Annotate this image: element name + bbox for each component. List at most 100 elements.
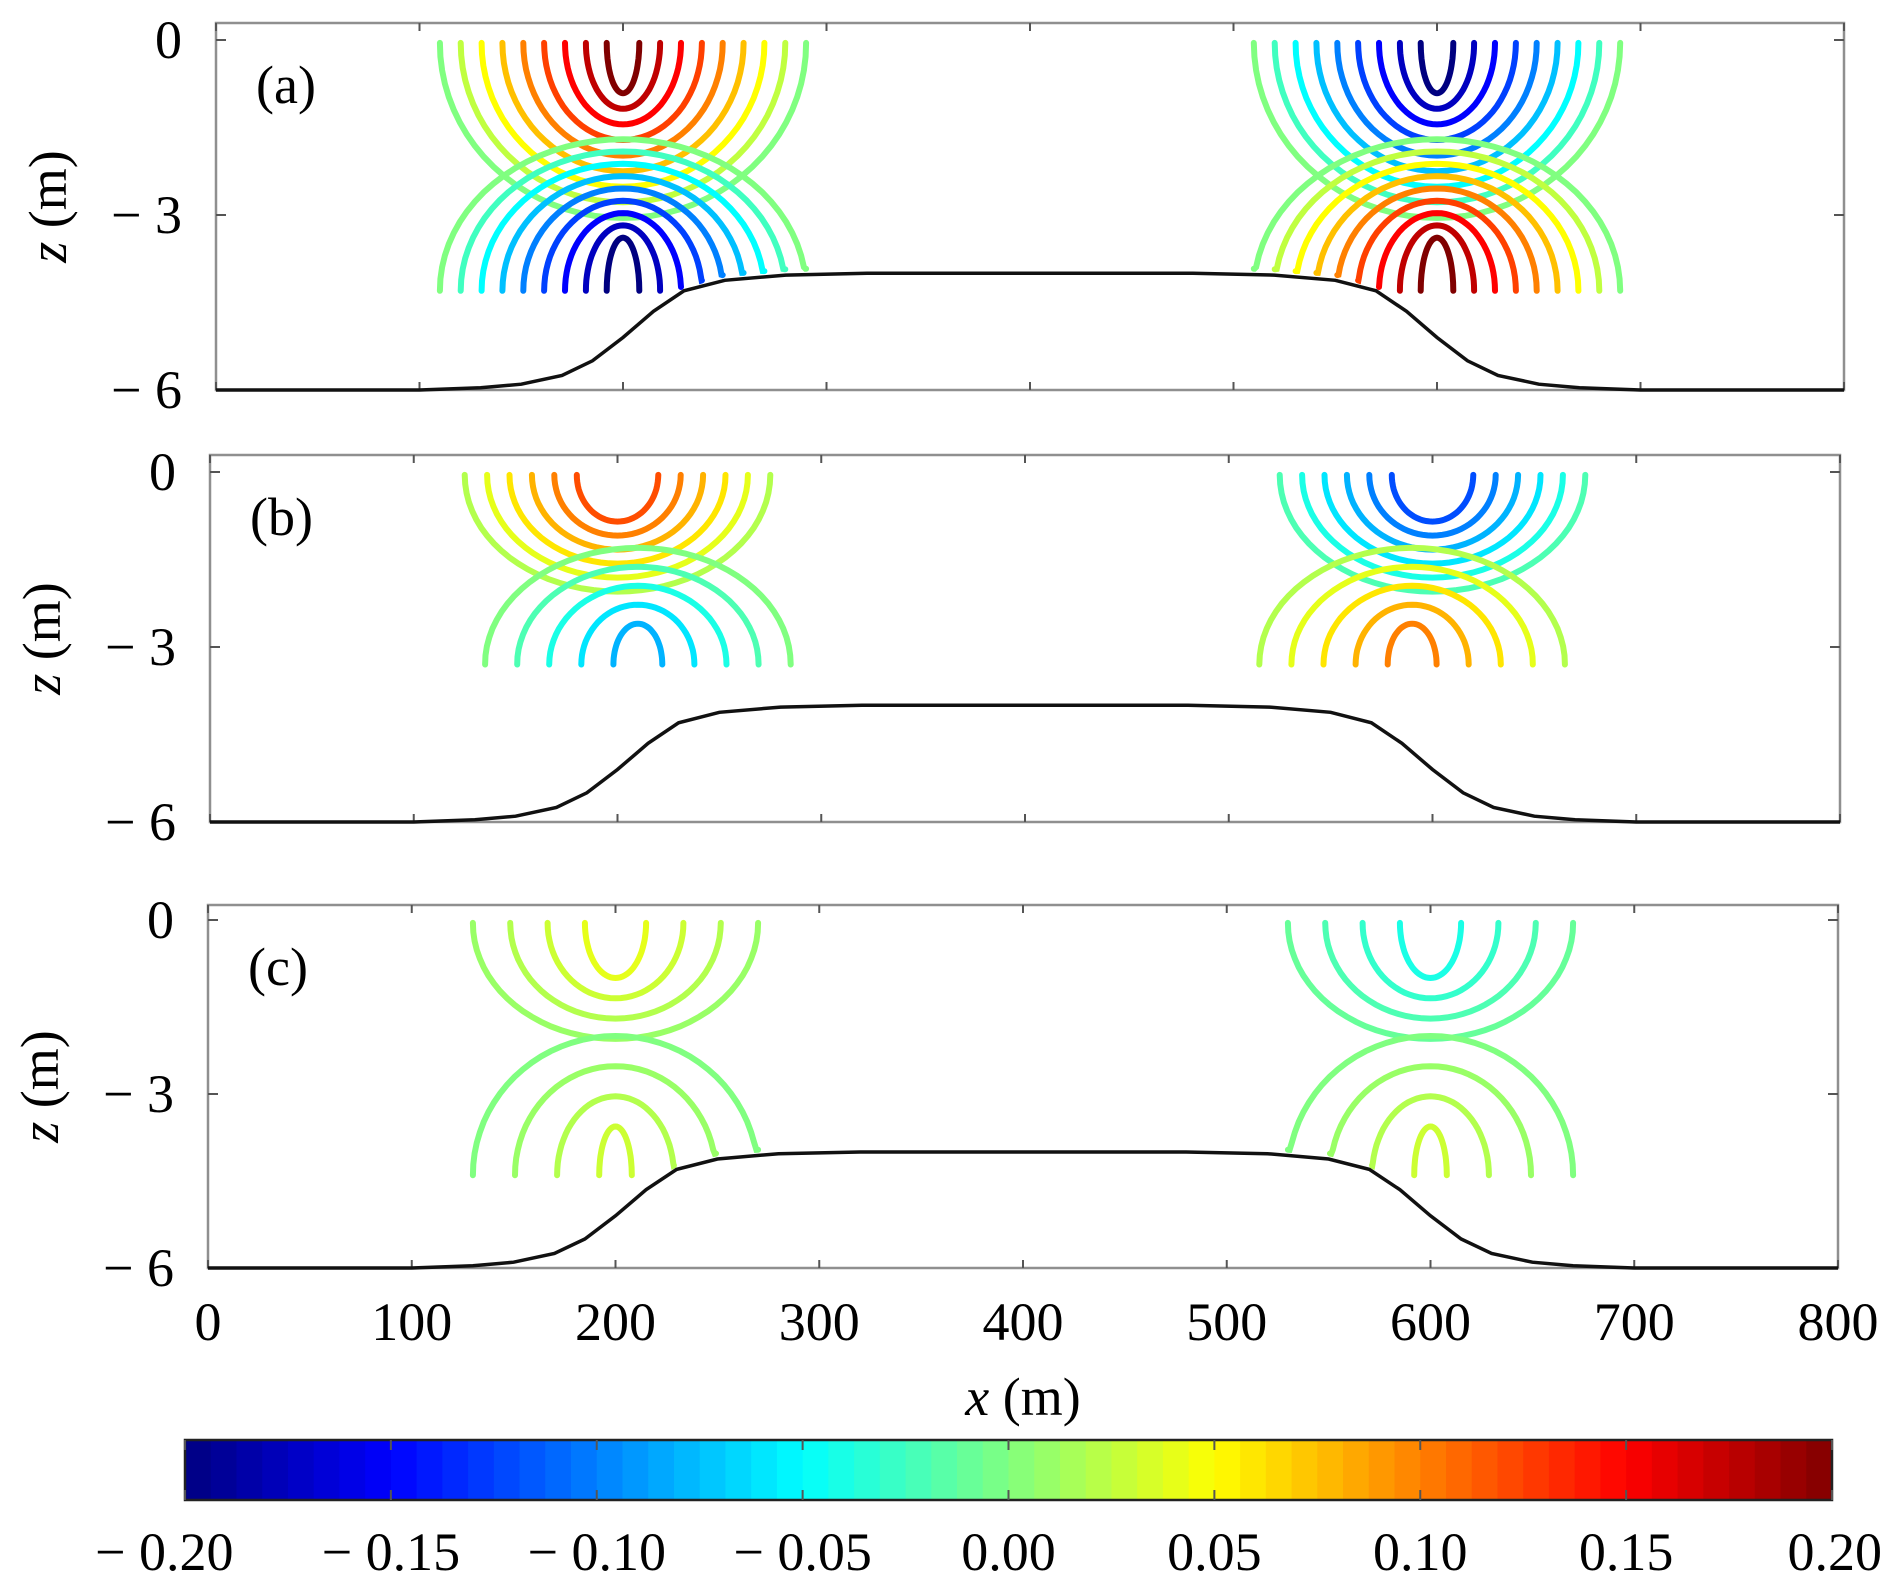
colorbar-swatch [442,1440,469,1500]
contour-line [499,39,747,175]
colorbar-swatch [339,1440,366,1500]
colorbar-swatch [725,1440,752,1500]
seabed-line [210,703,1840,824]
contour-line [573,471,662,525]
x-axis-title: x (m) [964,1367,1080,1427]
colorbar-tick-label: 0.05 [1167,1522,1262,1582]
colorbar-swatch [1471,1440,1499,1500]
contour-line [1369,1093,1492,1179]
x-tick-label: 400 [983,1292,1064,1352]
colorbar-tick-label: 0.00 [961,1522,1056,1582]
y-tick-label: 0 [155,10,182,70]
panel-label: (a) [256,55,316,115]
colorbar-swatch [1240,1440,1267,1500]
contour-line [1355,197,1519,294]
colorbar-swatch [751,1440,778,1500]
colorbar-swatch [1600,1440,1627,1500]
colorbar-tick-label: 0.10 [1373,1522,1468,1582]
y-tick-label: 0 [147,890,174,950]
colorbar-swatch [1729,1440,1756,1500]
colorbar-swatch [262,1440,289,1500]
contour-line [603,39,643,97]
colorbar-swatch [1291,1440,1318,1500]
colorbar-swatch [905,1440,932,1500]
panel-b: 0 − 3 − 6 z (m) (b) [12,442,1842,852]
colorbar-swatch [210,1440,238,1500]
colorbar-swatch [1677,1440,1704,1500]
colorbar-swatch [957,1440,984,1500]
contour-line [1250,136,1624,294]
contour-line [1276,471,1589,595]
colorbar-tick-label: − 0.10 [528,1522,666,1582]
colorbar-swatch [390,1440,418,1500]
contour-line [1327,1063,1534,1179]
contour-line [1271,148,1603,294]
contour-line [520,185,726,294]
colorbar-swatch [1162,1440,1190,1500]
colorbar-swatch [519,1440,546,1500]
seabed-line [216,271,1844,392]
panels: 0 − 3 − 6 z (m) (a) 0 − 3 − 6 z (m) (b) 0 − 3 − 6 z (… [10,10,1846,1298]
colorbar-swatch [1497,1440,1524,1500]
contour-group-bottom-600 [1284,1032,1577,1179]
y-axis-unit: (m) [12,582,72,673]
colorbar-swatch [699,1440,727,1500]
contour-line [1376,210,1498,294]
contour-line [1352,601,1472,668]
x-axis: 0 100 200 300 400 500 600 700 800 x (m) [195,1292,1879,1427]
colorbar-swatch [1626,1440,1653,1500]
colorbar-swatch [1059,1440,1087,1500]
seabed-line [208,1150,1838,1270]
y-tick-label: − 6 [105,792,176,852]
x-tick-label: 200 [575,1292,656,1352]
contour-line [1334,39,1540,159]
contour-line [562,210,684,294]
colorbar-swatch [931,1440,958,1500]
y-axis-title: z (m) [12,582,72,695]
panel-frame [208,453,1842,824]
colorbar-swatch [828,1440,855,1500]
y-tick-label: − 6 [111,360,182,420]
y-tick-label: − 3 [105,617,176,677]
contour-line [1384,620,1440,668]
contour-line [482,544,794,668]
colorbar-swatch [287,1440,315,1500]
y-axis-unit: (m) [10,1030,70,1121]
y-axis-var: z [18,242,78,264]
contour-group-top-600 [1284,919,1577,1042]
contour-line [578,601,698,668]
colorbar-swatch [673,1440,701,1500]
contour-line [1359,919,1502,1002]
contour-line [506,471,729,567]
contour-line [499,173,747,294]
contour-group-top-200 [469,919,762,1042]
x-tick-label: 0 [195,1292,222,1352]
colorbar-swatch [622,1440,649,1500]
colorbar: − 0.20 − 0.15 − 0.10 − 0.05 0.00 0.05 0.10 0.15… [95,1438,1882,1582]
contour-line [436,136,810,294]
colorbar-swatch [313,1440,340,1500]
colorbar-tick-label: − 0.20 [95,1522,233,1582]
colorbar-swatch [468,1440,495,1500]
contour-line [1250,39,1624,221]
contour-line [1396,222,1478,294]
colorbar-swatch [493,1440,521,1500]
contour-line [1284,1032,1577,1179]
contour-line [582,39,664,112]
colorbar-swatch [596,1440,624,1500]
contour-line [581,919,650,982]
contour-line [514,563,762,668]
colorbar-swatch [416,1440,443,1500]
contour-line [512,1063,719,1179]
panel-frame [206,903,1840,1270]
colorbar-swatch [1368,1440,1396,1500]
contour-line [1376,39,1498,128]
colorbar-swatch [854,1440,881,1500]
contour-line [551,471,684,539]
contour-line [544,919,687,1002]
contour-line [562,39,684,128]
colorbar-swatch [982,1440,1010,1500]
contour-line [1320,582,1504,668]
contour-group-bottom-200 [436,136,810,294]
colorbar-swatch [1523,1440,1550,1500]
